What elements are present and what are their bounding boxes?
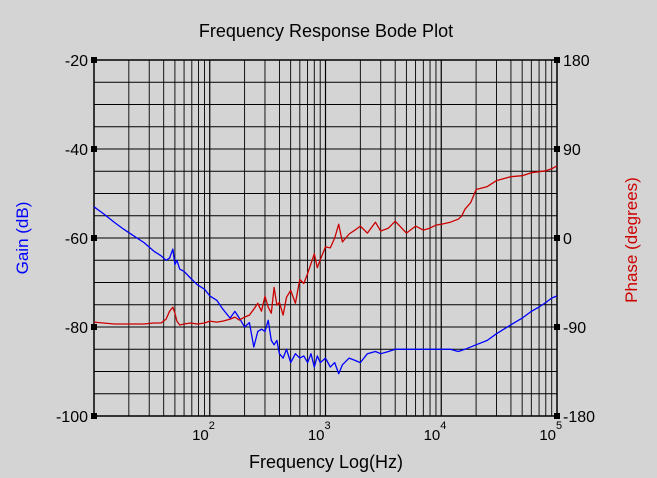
y-tick-label-left: -80 — [65, 320, 88, 337]
left-axis-marker — [91, 57, 97, 63]
y-tick-label-right: -180 — [563, 409, 595, 426]
left-axis-marker — [91, 235, 97, 241]
left-axis-marker — [91, 324, 97, 330]
right-axis-marker — [554, 324, 560, 330]
x-tick-exponent: 2 — [209, 420, 215, 432]
right-axis-marker — [554, 146, 560, 152]
series-layer — [93, 165, 558, 375]
y-tick-label-right: -90 — [563, 320, 586, 337]
y-tick-label-left: -20 — [65, 53, 88, 70]
tick-labels: -20-40-60-80-100180900-90-18010210310410… — [56, 53, 595, 444]
left-axis-marker — [91, 146, 97, 152]
y-tick-label-right: 90 — [563, 142, 581, 159]
right-axis-marker — [554, 57, 560, 63]
y-tick-label-right: 180 — [563, 53, 590, 70]
corner-markers — [91, 57, 560, 419]
right-axis-marker — [554, 413, 560, 419]
x-tick-label: 10 — [192, 427, 209, 444]
x-tick-exponent: 4 — [440, 420, 446, 432]
y-tick-label-right: 0 — [563, 231, 572, 248]
x-tick-exponent: 3 — [325, 420, 331, 432]
x-tick-label: 10 — [539, 427, 556, 444]
phase-series-line — [93, 165, 558, 326]
left-axis-marker — [91, 413, 97, 419]
x-tick-exponent: 5 — [556, 420, 562, 432]
y-tick-label-left: -60 — [65, 231, 88, 248]
grid — [94, 60, 557, 416]
gain-series-line — [93, 206, 558, 375]
y-axis-label-right: Phase (degrees) — [622, 177, 641, 303]
y-tick-label-left: -40 — [65, 142, 88, 159]
y-tick-label-left: -100 — [56, 409, 88, 426]
x-axis-label: Frequency Log(Hz) — [249, 452, 403, 472]
x-tick-label: 10 — [424, 427, 441, 444]
right-axis-marker — [554, 235, 560, 241]
y-axis-label-left: Gain (dB) — [13, 202, 32, 275]
x-tick-label: 10 — [308, 427, 325, 444]
chart-title: Frequency Response Bode Plot — [199, 21, 453, 41]
